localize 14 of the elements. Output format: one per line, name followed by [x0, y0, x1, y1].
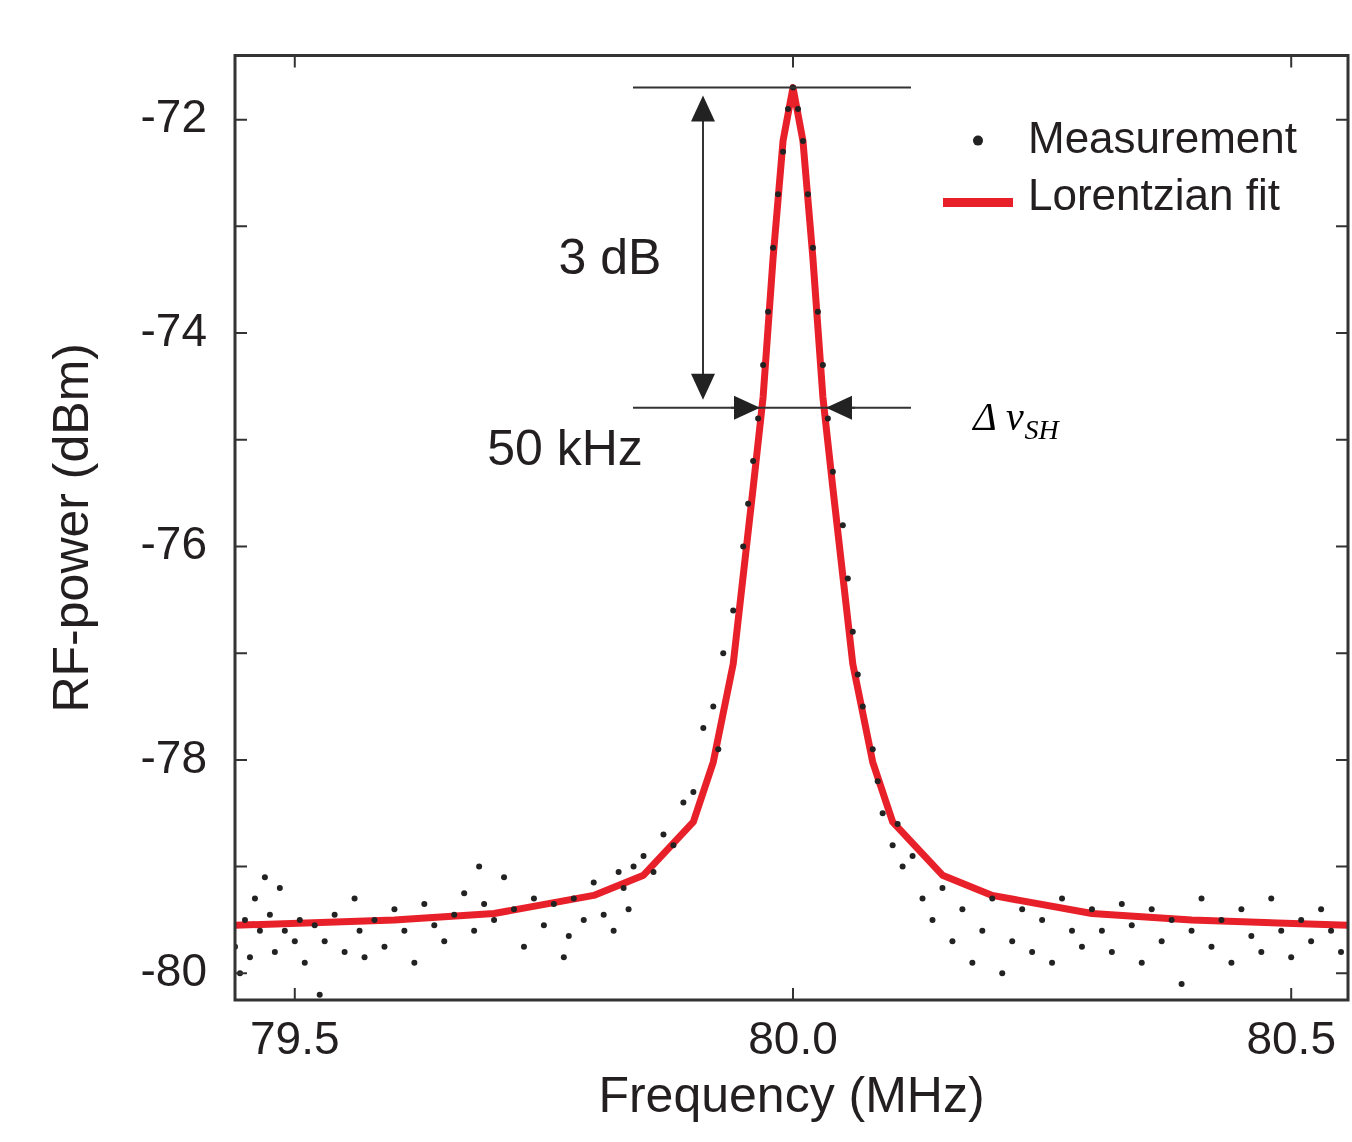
x-tick-label: 80.0	[748, 1012, 838, 1065]
y-tick-label: -76	[140, 517, 207, 570]
annotation: 3 dB	[558, 229, 662, 286]
y-tick-label: -78	[140, 730, 207, 783]
y-tick-label: -80	[140, 944, 207, 997]
y-axis-title: RF-power (dBm)	[42, 343, 99, 713]
x-tick-label: 80.5	[1246, 1012, 1336, 1065]
x-axis-title: Frequency (MHz)	[598, 1066, 985, 1123]
x-tick-label: 79.5	[250, 1012, 340, 1065]
annotation: 50 kHz	[487, 419, 643, 476]
legend-label: Lorentzian fit	[1028, 169, 1280, 219]
legend-label: Measurement	[1028, 112, 1298, 162]
y-tick-label: -74	[140, 303, 207, 356]
y-tick-label: -72	[140, 90, 207, 143]
